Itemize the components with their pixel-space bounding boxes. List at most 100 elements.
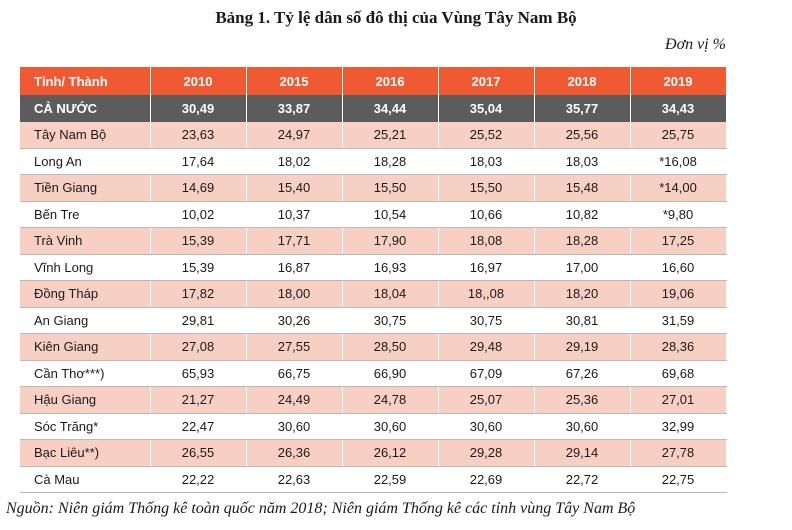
- value-cell: 28,36: [630, 333, 727, 361]
- value-cell: 22,63: [246, 466, 343, 493]
- value-cell: 66,75: [246, 360, 343, 387]
- value-cell: 25,21: [342, 121, 439, 149]
- table-title: Bảng 1. Tỷ lệ dân số đô thị của Vùng Tây…: [215, 8, 577, 27]
- value-cell: 18,00: [246, 280, 343, 308]
- value-cell: 16,93: [342, 254, 439, 281]
- value-cell: 27,55: [246, 333, 343, 361]
- value-cell: 14,69: [150, 174, 247, 202]
- value-cell: 24,49: [246, 386, 343, 414]
- province-name: Bến Tre: [20, 201, 151, 228]
- table-row: Trà Vinh 15,39 17,71 17,90 18,08 18,28 17,25: [20, 227, 727, 255]
- header-2018: 2018: [534, 67, 631, 95]
- value-cell: 30,26: [246, 307, 343, 334]
- value-cell: 22,22: [150, 466, 247, 493]
- value-cell: 22,69: [438, 466, 535, 493]
- table-row: Bạc Liêu**) 26,55 26,36 26,12 29,28 29,14 27,7…: [20, 439, 727, 467]
- value-cell: 29,48: [438, 333, 535, 361]
- table-row: Cà Mau 22,22 22,63 22,59 22,69 22,72 22,75: [20, 466, 727, 493]
- value-cell: 30,60: [342, 413, 439, 440]
- value-cell: 65,93: [150, 360, 247, 387]
- value-cell: 15,39: [150, 227, 247, 255]
- value-cell: 15,50: [342, 174, 439, 202]
- table-row: Tây Nam Bộ 23,63 24,97 25,21 25,52 25,56 25,75: [20, 121, 727, 149]
- province-name: Cần Thơ***): [20, 360, 151, 387]
- value-cell: 25,36: [534, 386, 631, 414]
- header-province: Tỉnh/ Thành: [20, 67, 151, 95]
- value-cell: 16,87: [246, 254, 343, 281]
- value-cell: 22,59: [342, 466, 439, 493]
- province-name: Vĩnh Long: [20, 254, 151, 281]
- table-header-row: Tỉnh/ Thành 2010 2015 2016 2017 2018 201…: [20, 67, 727, 95]
- value-cell: 25,52: [438, 121, 535, 149]
- value-cell: 18,03: [534, 148, 631, 175]
- value-cell: 34,44: [342, 95, 439, 122]
- value-cell: 30,49: [150, 95, 247, 122]
- value-cell: 10,54: [342, 201, 439, 228]
- table-row: Tiền Giang 14,69 15,40 15,50 15,50 15,48 *14,0…: [20, 174, 727, 202]
- value-cell: 34,43: [630, 95, 727, 122]
- value-cell: 18,02: [246, 148, 343, 175]
- table-row: Cần Thơ***) 65,93 66,75 66,90 67,09 67,26 69,6…: [20, 360, 727, 387]
- province-name: Tây Nam Bộ: [20, 121, 151, 149]
- value-cell: 27,01: [630, 386, 727, 414]
- province-name: Hậu Giang: [20, 386, 151, 414]
- province-name: An Giang: [20, 307, 151, 334]
- value-cell: 27,08: [150, 333, 247, 361]
- value-cell: 18,04: [342, 280, 439, 308]
- value-cell: *16,08: [630, 148, 727, 175]
- table-row: An Giang 29,81 30,26 30,75 30,75 30,81 31,59: [20, 307, 727, 334]
- value-cell: 24,97: [246, 121, 343, 149]
- province-name: Trà Vinh: [20, 227, 151, 255]
- value-cell: 25,75: [630, 121, 727, 149]
- value-cell: 66,90: [342, 360, 439, 387]
- value-cell: 22,47: [150, 413, 247, 440]
- header-2019: 2019: [630, 67, 727, 95]
- value-cell: 15,40: [246, 174, 343, 202]
- national-row: CẢ NƯỚC 30,49 33,87 34,44 35,04 35,77 34,43: [20, 95, 727, 122]
- value-cell: 29,28: [438, 439, 535, 467]
- unit-label: Đơn vị %: [665, 36, 726, 53]
- value-cell: 18,03: [438, 148, 535, 175]
- value-cell: 35,77: [534, 95, 631, 122]
- value-cell: 17,82: [150, 280, 247, 308]
- province-name: CẢ NƯỚC: [20, 95, 151, 122]
- value-cell: 16,97: [438, 254, 535, 281]
- urban-population-table: Tỉnh/ Thành 2010 2015 2016 2017 2018 201…: [20, 67, 727, 493]
- value-cell: 30,75: [342, 307, 439, 334]
- table-row: Đồng Tháp 17,82 18,00 18,04 18,,08 18,20 19,06: [20, 280, 727, 308]
- value-cell: 33,87: [246, 95, 343, 122]
- value-cell: 19,06: [630, 280, 727, 308]
- province-name: Long An: [20, 148, 151, 175]
- header-2017: 2017: [438, 67, 535, 95]
- value-cell: 30,60: [246, 413, 343, 440]
- province-name: Sóc Trăng*: [20, 413, 151, 440]
- value-cell: 17,00: [534, 254, 631, 281]
- value-cell: 30,81: [534, 307, 631, 334]
- province-name: Cà Mau: [20, 466, 151, 493]
- value-cell: 10,37: [246, 201, 343, 228]
- value-cell: *9,80: [630, 201, 727, 228]
- value-cell: 30,60: [534, 413, 631, 440]
- value-cell: 15,48: [534, 174, 631, 202]
- province-name: Bạc Liêu**): [20, 439, 151, 467]
- value-cell: 17,90: [342, 227, 439, 255]
- value-cell: 18,28: [342, 148, 439, 175]
- value-cell: 29,81: [150, 307, 247, 334]
- value-cell: 16,60: [630, 254, 727, 281]
- province-name: Kiên Giang: [20, 333, 151, 361]
- value-cell: 10,82: [534, 201, 631, 228]
- value-cell: 18,20: [534, 280, 631, 308]
- value-cell: 30,75: [438, 307, 535, 334]
- value-cell: 31,59: [630, 307, 727, 334]
- header-2010: 2010: [150, 67, 247, 95]
- value-cell: 17,25: [630, 227, 727, 255]
- table-row: Kiên Giang 27,08 27,55 28,50 29,48 29,19 28,36: [20, 333, 727, 361]
- value-cell: 25,56: [534, 121, 631, 149]
- value-cell: 18,08: [438, 227, 535, 255]
- province-name: Đồng Tháp: [20, 280, 151, 308]
- value-cell: 29,14: [534, 439, 631, 467]
- value-cell: 15,50: [438, 174, 535, 202]
- table-body: CẢ NƯỚC 30,49 33,87 34,44 35,04 35,77 34,43 Tây…: [20, 95, 727, 493]
- value-cell: 69,68: [630, 360, 727, 387]
- value-cell: 22,75: [630, 466, 727, 493]
